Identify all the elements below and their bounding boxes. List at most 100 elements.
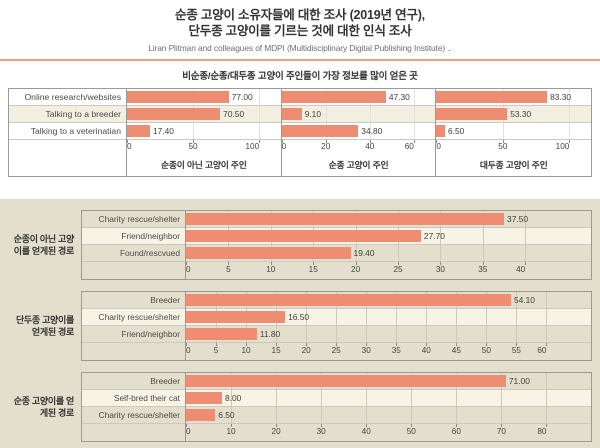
axis-tick — [502, 140, 504, 143]
axis-tick — [482, 262, 484, 265]
bar-row: 11.80 — [186, 326, 591, 343]
axis-tick — [193, 140, 195, 143]
axis-tick — [336, 343, 338, 346]
row-label: Charity rescue/shelter — [82, 211, 185, 228]
row-label-spacer — [82, 424, 185, 441]
axis-tick — [569, 140, 571, 143]
axis-tick — [259, 140, 261, 143]
axis-tick-label: 35 — [391, 346, 401, 355]
axis-tick-label: 60 — [451, 427, 461, 436]
axis-tick-label: 40 — [421, 346, 431, 355]
bar — [186, 328, 257, 340]
bar-row: 53.30 — [436, 106, 591, 123]
axis-tick-label: 0 — [127, 142, 132, 151]
row-label-spacer — [82, 343, 185, 360]
bar — [281, 91, 386, 103]
bar — [436, 125, 445, 137]
section1-plot-column-2: 83.30 53.30 6.50 0 50 100 대두종 고양이 주인 — [436, 89, 591, 176]
bar-value-label: 47.30 — [388, 92, 410, 102]
axis-tick-label: 70 — [496, 427, 506, 436]
bar — [186, 294, 511, 306]
bar — [186, 392, 223, 404]
panel-gap-1 — [0, 280, 600, 291]
bar-row: 27.70 — [186, 228, 591, 245]
panel-label: 단두종 고양이를 얻게된 경로 — [15, 315, 74, 337]
bar-value-label: 27.70 — [423, 231, 445, 241]
panel-row-label-column: Breeder Charity rescue/shelter Friend/neig… — [82, 292, 186, 360]
axis-tick — [396, 343, 398, 346]
axis-tick — [426, 343, 428, 346]
axis-tick-label: 10 — [241, 346, 251, 355]
bar-row: 6.50 — [186, 407, 591, 424]
row-label-spacer — [82, 262, 185, 279]
axis-tick-label: 60 — [537, 346, 547, 355]
axis-tick-label: 15 — [308, 265, 318, 274]
axis-tick — [306, 343, 308, 346]
bar-value-label: 71.00 — [508, 376, 530, 386]
axis-tick — [525, 262, 527, 265]
bar — [436, 108, 508, 120]
axis-tick-label: 5 — [226, 265, 231, 274]
page-title-line-1: 순종 고양이 소유자들에 대한 조사 (2019년 연구), — [175, 8, 425, 22]
row-label: Charity rescue/shelter — [82, 407, 185, 424]
bar-value-label: 8.00 — [225, 393, 242, 403]
bar — [281, 125, 359, 137]
axis-tick-label: 0 — [281, 142, 287, 151]
bar — [186, 311, 286, 323]
bar-value-label: 16.50 — [288, 312, 310, 322]
row-label: Friend/neighbor — [82, 228, 185, 245]
axis-tick-label: 5 — [213, 346, 219, 355]
bar-value-label: 9.10 — [304, 109, 321, 119]
axis-tick-label: 80 — [537, 427, 547, 436]
section-information-sources: 비순종/순종/대두종 고양이 주인들이 가장 정보를 많이 얻은 곳 Onlin… — [0, 61, 600, 177]
row-label-spacer — [9, 140, 126, 157]
panel-gap-2 — [0, 361, 600, 372]
report-header: 순종 고양이 소유자들에 대한 조사 (2019년 연구), 단두종 고양이를 … — [0, 0, 600, 61]
axis-tick-label: 20 — [321, 142, 331, 151]
panel-grid: Charity rescue/shelter Friend/neighbor Fou… — [81, 210, 592, 280]
bar — [127, 125, 150, 137]
panel-nonpedigree: 순종이 아닌 고양이를 얻게된 경로 Charity rescue/shelter… — [8, 210, 592, 280]
section-acquisition-routes: 순종이 아닌 고양이를 얻게된 경로 Charity rescue/shelter… — [0, 199, 600, 448]
bar-row: 70.50 — [127, 106, 281, 123]
axis-tick — [127, 140, 128, 143]
axis-tick-label: 100 — [245, 142, 260, 151]
axis-tick — [321, 424, 323, 427]
axis-tick — [186, 262, 187, 265]
panel-plot: 37.50 27.70 19.40 0 5 10 15 20 25 30 35 40 — [186, 211, 591, 279]
header-accent-rule — [0, 59, 600, 61]
bar-row: 54.10 — [186, 292, 591, 309]
axis-tick — [231, 424, 233, 427]
axis-tick — [456, 343, 458, 346]
bar — [281, 108, 302, 120]
bar — [127, 108, 221, 120]
bar-value-label: 19.40 — [353, 248, 375, 258]
axis-tick-label: 20 — [301, 346, 311, 355]
panel-label: 순종이 아닌 고양이를 얻게된 경로 — [13, 234, 75, 256]
x-axis: 0 50 100 — [436, 140, 591, 155]
axis-tick — [411, 424, 413, 427]
axis-tick-label: 25 — [331, 346, 341, 355]
axis-tick — [366, 424, 368, 427]
panel-plot: 54.10 16.50 11.80 0 5 10 15 20 25 30 35 40 45 50 55 60 — [186, 292, 591, 360]
axis-tick — [186, 424, 187, 427]
axis-tick-label: 40 — [365, 142, 375, 151]
row-label: Online research/websites — [9, 89, 126, 106]
axis-tick — [546, 424, 548, 427]
row-label: Breeder — [82, 373, 185, 390]
panel-plot: 71.00 8.00 6.50 0 10 20 30 40 50 60 70 80 — [186, 373, 591, 441]
axis-tick — [325, 140, 327, 143]
bar-row: 6.50 — [436, 123, 591, 140]
axis-tick-label: 40 — [361, 427, 371, 436]
bar-value-label: 70.50 — [223, 109, 245, 119]
row-label: Talking to a veterinatian — [9, 123, 126, 140]
panel-brachycephalic: 단두종 고양이를 얻게된 경로 Breeder Charity rescue/she… — [8, 291, 592, 361]
axis-tick-label: 50 — [406, 427, 416, 436]
axis-tick — [398, 262, 400, 265]
axis-tick-label: 30 — [316, 427, 326, 436]
section1-row-label-column: Online research/websites Talking to a br… — [9, 89, 127, 176]
column-title: 대두종 고양이 주인 — [479, 160, 548, 170]
bar-value-label: 6.50 — [447, 126, 465, 136]
axis-tick — [355, 262, 357, 265]
